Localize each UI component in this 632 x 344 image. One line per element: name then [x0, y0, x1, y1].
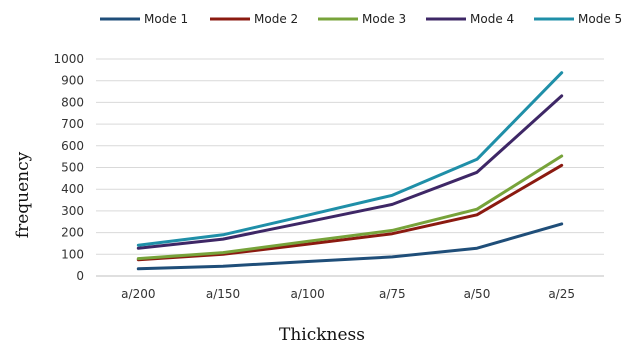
y-tick-label: 500 [61, 161, 84, 175]
x-axis-title: Thickness [279, 325, 365, 344]
x-tick-label: a/100 [291, 287, 325, 301]
x-tick-label: a/50 [464, 287, 491, 301]
legend-item-mode-2: Mode 2 [210, 12, 298, 26]
legend-label: Mode 3 [362, 12, 406, 26]
y-tick-label: 100 [61, 247, 84, 261]
legend-item-mode-1: Mode 1 [100, 12, 188, 26]
x-axis-ticks: a/200 a/150 a/100 a/75 a/50 a/25 [121, 287, 575, 301]
y-tick-label: 400 [61, 182, 84, 196]
legend: Mode 1 Mode 2 Mode 3 Mode 4 Mode 5 [100, 12, 622, 26]
series-lines [136, 71, 564, 271]
legend-item-mode-3: Mode 3 [318, 12, 406, 26]
y-tick-label: 600 [61, 139, 84, 153]
legend-label: Mode 5 [578, 12, 622, 26]
y-tick-label: 700 [61, 117, 84, 131]
x-tick-label: a/25 [548, 287, 575, 301]
y-axis-ticks: 0 100 200 300 400 500 600 700 800 900 1000 [53, 52, 84, 283]
series-line-mode-2 [136, 163, 564, 262]
y-tick-label: 200 [61, 226, 84, 240]
x-tick-label: a/200 [121, 287, 155, 301]
y-axis-title: frequency [13, 151, 33, 238]
y-tick-label: 900 [61, 74, 84, 88]
legend-label: Mode 4 [470, 12, 514, 26]
y-tick-label: 300 [61, 204, 84, 218]
y-tick-label: 800 [61, 95, 84, 109]
legend-label: Mode 1 [144, 12, 188, 26]
series-line-mode-4 [136, 94, 564, 250]
series-line-mode-5 [136, 71, 564, 247]
gridlines [96, 58, 604, 255]
y-tick-label: 0 [76, 269, 84, 283]
legend-item-mode-5: Mode 5 [534, 12, 622, 26]
x-tick-label: a/75 [379, 287, 406, 301]
legend-label: Mode 2 [254, 12, 298, 26]
y-tick-label: 1000 [53, 52, 84, 66]
x-tick-label: a/150 [206, 287, 240, 301]
legend-item-mode-4: Mode 4 [426, 12, 514, 26]
series-line-mode-3 [136, 154, 564, 261]
series-line-mode-1 [136, 222, 564, 271]
